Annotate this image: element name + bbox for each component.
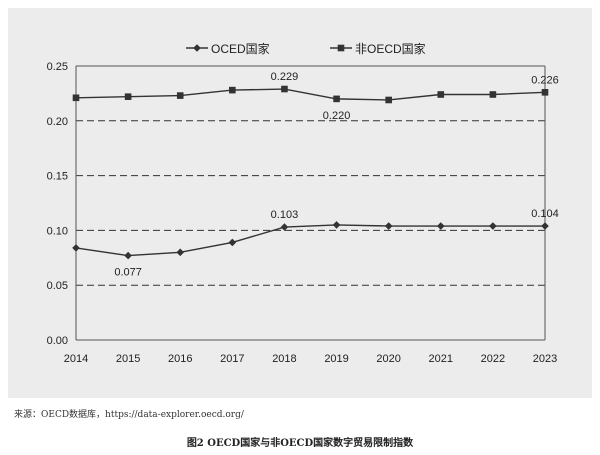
series [72, 85, 549, 260]
data-label: 0.229 [271, 71, 299, 83]
diamond-marker [280, 223, 289, 231]
data-label: 0.104 [531, 208, 559, 220]
series-line-non-oecd [75, 88, 546, 101]
y-tick-label: 0.10 [47, 225, 68, 237]
figure-caption: 图2 OECD国家与非OECD国家数字贸易限制指数 [186, 438, 414, 449]
legend-label: OCED国家 [211, 41, 270, 56]
data-label: 0.226 [531, 74, 559, 86]
series-line-oecd [75, 224, 545, 257]
data-label: 0.077 [114, 267, 142, 279]
x-tick-label: 2016 [168, 353, 192, 365]
diamond-marker [436, 222, 445, 230]
square-marker [489, 91, 497, 98]
square-marker [124, 93, 132, 100]
square-marker [333, 95, 340, 103]
x-tick-label: 2022 [481, 353, 505, 365]
chart-panel: 0.00 0.05 0.10 0.15 0.20 0.25 2014 2015 2016 2017… [8, 8, 592, 398]
square-marker [229, 86, 236, 94]
y-tick-label: 0.20 [47, 116, 68, 128]
diamond-marker [541, 222, 549, 230]
square-marker [176, 92, 184, 99]
y-tick-label: 0.15 [47, 171, 68, 183]
x-tick-label: 2021 [429, 353, 453, 365]
x-tick-label: 2023 [533, 353, 557, 365]
data-labels: 0.077 0.103 0.104 0.229 0.220 0.226 [114, 71, 558, 279]
y-tick-label: 0.00 [47, 335, 68, 347]
diamond-marker [332, 221, 341, 229]
diamond-marker [384, 222, 393, 230]
y-tick-label: 0.25 [47, 61, 68, 73]
square-marker [385, 96, 392, 104]
x-tick-label: 2015 [116, 353, 140, 365]
diamond-marker [72, 244, 80, 252]
data-label: 0.220 [323, 110, 351, 122]
diamond-marker [489, 222, 497, 230]
x-tick-label: 2017 [220, 353, 244, 365]
square-marker [541, 89, 549, 96]
legend-label: 非OECD国家 [355, 41, 426, 56]
axes: 0.00 0.05 0.10 0.15 0.20 0.25 2014 2015 2016 2017… [47, 61, 558, 365]
source-note: 来源：OECD数据库，https://data-explorer.oecd.or… [14, 410, 244, 420]
square-marker [337, 44, 345, 52]
line-chart: 0.00 0.05 0.10 0.15 0.20 0.25 2014 2015 2016 2017… [47, 41, 559, 365]
x-tick-label: 2018 [272, 353, 296, 365]
diamond-marker [228, 238, 237, 247]
square-marker [72, 94, 80, 102]
diamond-marker [176, 248, 185, 257]
gridlines [76, 120, 545, 286]
y-tick-label: 0.05 [47, 280, 68, 292]
diamond-marker [124, 251, 132, 260]
x-tick-label: 2020 [376, 353, 400, 365]
x-tick-label: 2019 [324, 353, 348, 365]
square-marker [437, 91, 445, 98]
x-tick-label: 2014 [64, 353, 88, 365]
diamond-marker [193, 44, 201, 52]
legend: OCED国家 非OECD国家 [186, 41, 426, 56]
square-marker [281, 85, 288, 93]
data-label: 0.103 [271, 209, 299, 221]
